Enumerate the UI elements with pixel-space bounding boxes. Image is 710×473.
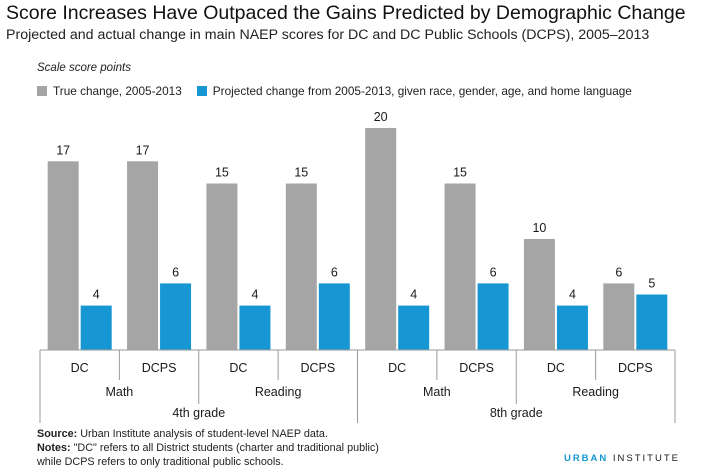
bar-true-change-1 — [127, 161, 159, 350]
bar-true-change-4 — [365, 128, 397, 350]
data-label-projected-change-3: 6 — [331, 265, 338, 279]
bar-chart: 17 4 DC 17 6 DCPS 15 4 DC 15 6 DCPS 20 4 DC 15 6 DCPS 10 4 D… — [39, 110, 676, 423]
chart-subtitle: Projected and actual change in main NAEP… — [6, 27, 650, 43]
data-label-projected-change-1: 6 — [172, 265, 179, 279]
x-label-subject-1: Reading — [255, 385, 302, 399]
notes-block: Source: Urban Institute analysis of stud… — [37, 428, 379, 469]
bar-projected-change-3 — [318, 283, 350, 350]
x-label-grade-1: 8th grade — [490, 406, 543, 420]
data-label-true-change-3: 15 — [294, 166, 308, 180]
bar-projected-change-7 — [636, 294, 668, 350]
bar-projected-change-2 — [239, 305, 271, 350]
data-label-projected-change-2: 4 — [251, 288, 258, 302]
bar-true-change-5 — [444, 183, 476, 350]
source-line: Source: Urban Institute analysis of stud… — [37, 428, 379, 442]
unit-label: Scale score points — [37, 62, 131, 74]
notes-label: Notes: — [37, 441, 71, 454]
x-label-subject-3: Reading — [572, 385, 619, 399]
x-label-entity-0: DC — [71, 361, 89, 375]
bar-projected-change-0 — [80, 305, 112, 350]
bar-true-change-2 — [206, 183, 238, 350]
bar-projected-change-6 — [556, 305, 588, 350]
data-label-true-change-7: 6 — [615, 265, 622, 279]
x-label-entity-4: DC — [388, 361, 406, 375]
bar-true-change-7 — [603, 283, 635, 350]
x-label-subject-0: Math — [105, 385, 133, 399]
source-text: Urban Institute analysis of student-leve… — [77, 428, 328, 440]
legend-label-true-change: True change, 2005-2013 — [53, 84, 182, 98]
legend: True change, 2005-2013 Projected change … — [37, 84, 647, 98]
data-label-projected-change-4: 4 — [410, 288, 417, 302]
x-label-grade-0: 4th grade — [172, 406, 225, 420]
x-label-entity-2: DC — [229, 361, 247, 375]
bar-projected-change-1 — [160, 283, 192, 350]
data-label-projected-change-7: 5 — [648, 277, 655, 291]
notes-line: Notes: "DC" refers to all District stude… — [37, 442, 379, 456]
x-label-entity-3: DCPS — [300, 361, 335, 375]
data-label-true-change-5: 15 — [453, 166, 467, 180]
legend-swatch-projected-change — [196, 86, 207, 96]
data-label-true-change-2: 15 — [215, 166, 229, 180]
bar-true-change-0 — [47, 161, 79, 350]
x-label-entity-1: DCPS — [142, 361, 177, 375]
legend-item-true-change: True change, 2005-2013 — [37, 84, 182, 98]
x-label-entity-7: DCPS — [618, 361, 653, 375]
bar-projected-change-5 — [477, 283, 509, 350]
bar-true-change-3 — [285, 183, 317, 350]
data-label-true-change-0: 17 — [56, 143, 70, 157]
logo-part-institute: INSTITUTE — [608, 453, 680, 464]
logo-part-urban: URBAN — [563, 453, 609, 464]
x-label-entity-6: DC — [547, 361, 565, 375]
notes-text-1: "DC" refers to all District students (ch… — [70, 441, 379, 454]
legend-swatch-true-change — [37, 86, 47, 96]
data-label-projected-change-6: 4 — [569, 288, 576, 302]
x-label-entity-5: DCPS — [459, 361, 494, 375]
urban-institute-logo: URBAN INSTITUTE — [564, 453, 680, 464]
data-label-projected-change-5: 6 — [490, 265, 497, 279]
legend-label-projected-change: Projected change from 2005-2013, given r… — [212, 84, 632, 98]
notes-line-2: while DCPS refers to only traditional pu… — [37, 455, 284, 468]
x-label-subject-2: Math — [423, 385, 451, 399]
bar-projected-change-4 — [398, 305, 430, 350]
data-label-true-change-4: 20 — [374, 110, 388, 124]
data-label-true-change-1: 17 — [136, 143, 150, 157]
bar-true-change-6 — [523, 239, 555, 350]
data-label-true-change-6: 10 — [532, 221, 546, 235]
legend-item-projected-change: Projected change from 2005-2013, given r… — [196, 84, 632, 98]
chart-title: Score Increases Have Outpaced the Gains … — [6, 2, 686, 24]
source-label: Source: — [37, 428, 78, 440]
data-label-projected-change-0: 4 — [93, 288, 100, 302]
